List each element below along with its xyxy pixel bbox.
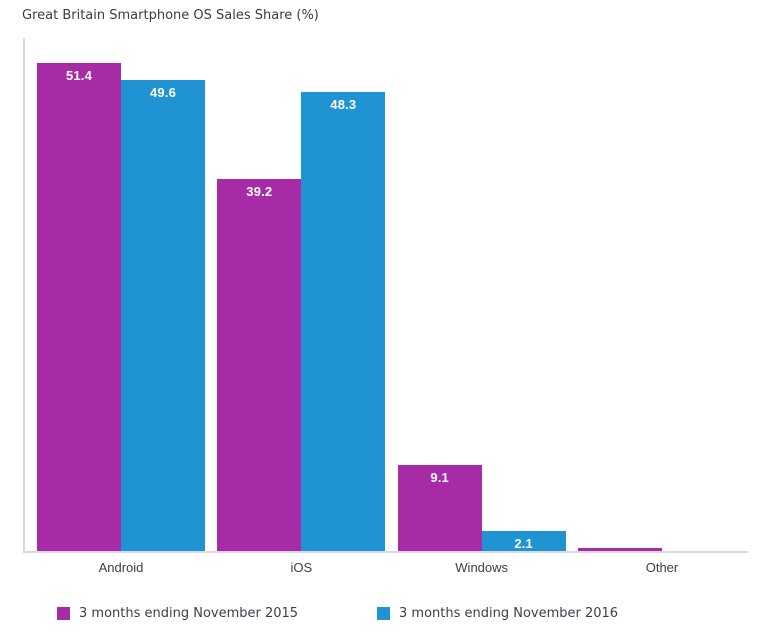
bar-windows-2016: 2.1 <box>481 531 566 552</box>
axis-label-ios: iOS <box>290 560 313 575</box>
bar-android-2015: 51.4 <box>37 62 121 551</box>
legend-item-2016: 3 months ending November 2016 <box>377 606 618 621</box>
legend-item-2015: 3 months ending November 2015 <box>57 606 298 621</box>
legend-swatch-2015-icon <box>57 607 70 620</box>
bar-value-label: 39.2 <box>246 183 273 199</box>
bar-android-2016: 49.6 <box>121 79 205 551</box>
axis-label-android: Android <box>98 560 144 575</box>
bar-windows-2015: 9.1 <box>397 464 482 551</box>
chart-legend: 3 months ending November 2015 3 months e… <box>0 606 768 626</box>
y-axis-line <box>23 38 25 553</box>
x-axis-line <box>23 551 748 553</box>
bar-value-label: 9.1 <box>430 469 449 485</box>
bar-other-2015 <box>577 548 662 551</box>
bar-ios-2016: 48.3 <box>301 92 386 551</box>
legend-label-2016: 3 months ending November 2016 <box>399 606 619 621</box>
chart-title: Great Britain Smartphone OS Sales Share … <box>22 8 319 23</box>
bar-value-label: 49.6 <box>149 84 177 100</box>
bar-value-label: 48.3 <box>330 97 357 113</box>
legend-swatch-2016-icon <box>377 607 390 620</box>
bar-value-label: 2.1 <box>514 536 533 552</box>
legend-label-2015: 3 months ending November 2015 <box>79 606 299 621</box>
axis-label-other: Other <box>645 560 679 575</box>
bar-value-label: 51.4 <box>65 67 93 83</box>
bar-ios-2015: 39.2 <box>217 178 302 551</box>
axis-label-windows: Windows <box>455 560 509 575</box>
